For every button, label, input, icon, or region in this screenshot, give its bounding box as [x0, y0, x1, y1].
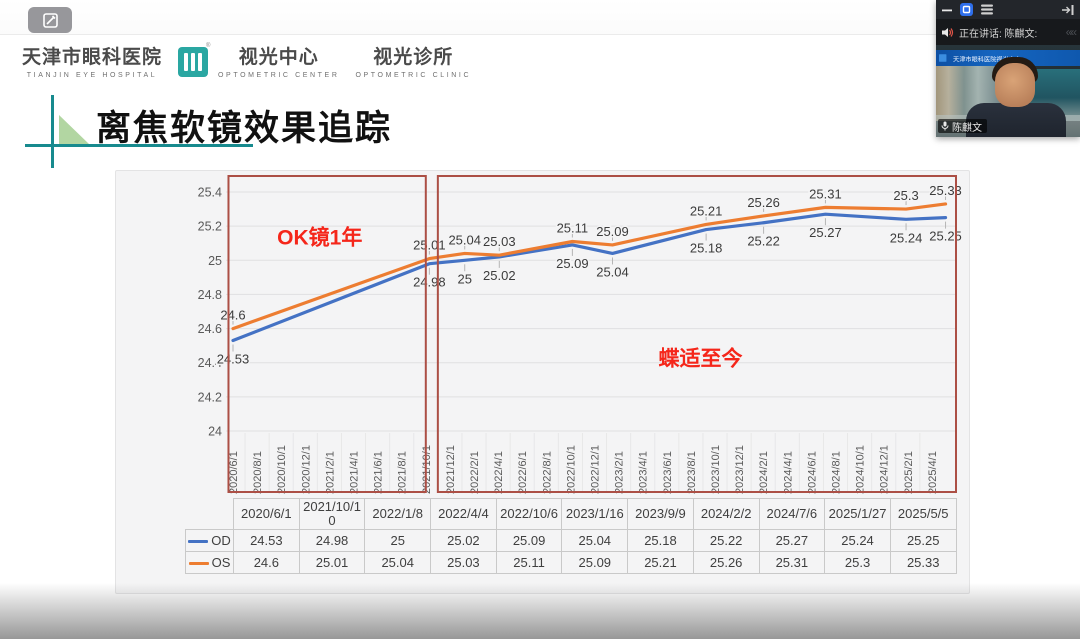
table-cell: 25.11: [495, 551, 563, 574]
slide-title: 离焦软镜效果追踪: [96, 109, 393, 148]
app-top-strip: [0, 0, 1080, 35]
table-cell: 25.27: [758, 529, 826, 552]
chart-data-table-grid: 2020/6/1 2021/10/10 2022/1/8 2022/4/4 2022/1…: [185, 498, 957, 574]
chevrons-icon: ««: [1065, 25, 1077, 39]
hospital-name-block: 天津市眼科医院 TIANJIN EYE HOSPITAL: [22, 47, 162, 79]
annotation-icon: [42, 12, 58, 28]
chart-data-table: 2020/6/1 2021/10/10 2022/1/8 2022/4/4 2022/1…: [185, 498, 957, 574]
table-corner-cell: [186, 499, 234, 530]
table-header-cell: 2023/1/16: [561, 498, 629, 530]
optometric-clinic-en: OPTOMETRIC CLINIC: [355, 72, 472, 79]
series-name-label: OS: [211, 554, 231, 570]
registered-trademark: ®: [206, 43, 211, 49]
minimize-icon: [942, 9, 952, 11]
table-header-cell: 2022/10/6: [495, 498, 563, 530]
annotation-button[interactable]: [28, 7, 72, 33]
table-cell: 25.04: [364, 551, 432, 574]
participant-video-tile[interactable]: 天津市眼科医院视光中心 陈麒文: [936, 45, 1080, 137]
hospital-logo-header: 天津市眼科医院 TIANJIN EYE HOSPITAL ® 视光中心 OPTO…: [22, 43, 487, 79]
title-decoration-triangle: [59, 115, 89, 144]
hospital-logo-icon: [178, 47, 209, 77]
collapse-panel-icon: [1062, 4, 1074, 15]
table-header-cell: 2024/7/6: [758, 498, 826, 530]
table-header-cell: 2023/9/9: [627, 498, 694, 530]
table-cell: 25.18: [627, 529, 694, 552]
table-cell: 25.22: [692, 529, 760, 552]
layout-icon: [960, 3, 973, 16]
table-cell: 25.04: [561, 529, 629, 552]
minimize-button[interactable]: [942, 5, 952, 15]
video-layout-button[interactable]: [960, 3, 973, 16]
mic-icon: [941, 121, 949, 131]
optometric-clinic-block: 视光诊所 OPTOMETRIC CLINIC: [355, 47, 471, 79]
participant-face: [995, 63, 1035, 107]
storefront-banner-text: 天津市眼科医院视光中心: [953, 55, 1022, 63]
legend-key-os: [188, 561, 209, 565]
table-row-label: OS: [185, 551, 234, 574]
series-name-label: OD: [211, 532, 231, 548]
speaking-status-label: 正在讲话: 陈麒文:: [959, 28, 1038, 40]
hospital-name-en: TIANJIN EYE HOSPITAL: [26, 72, 158, 79]
gallery-icon: [981, 4, 993, 15]
optometric-center-cn: 视光中心: [238, 47, 319, 68]
optometric-center-en: OPTOMETRIC CENTER: [218, 72, 340, 79]
table-row-label: OD: [185, 529, 234, 552]
table-cell: 24.6: [233, 551, 300, 574]
table-cell: 25.33: [889, 551, 957, 574]
legend-key-od: [188, 539, 209, 543]
table-cell: 25.09: [495, 529, 563, 552]
speaker-icon: [942, 27, 954, 37]
table-header-cell: 2025/1/27: [824, 498, 891, 530]
table-cell: 25.24: [824, 529, 891, 552]
table-cell: 25: [364, 529, 432, 552]
table-header-cell: 2020/6/1: [233, 498, 300, 530]
speaking-status-bar: 正在讲话: 陈麒文: ««: [936, 19, 1080, 45]
participant-name: 陈麒文: [952, 122, 982, 134]
table-header-cell: 2022/1/8: [364, 498, 432, 530]
table-header-cell: 2024/2/2: [692, 498, 760, 530]
table-cell: 25.09: [561, 551, 629, 574]
table-header-cell: 2022/4/4: [430, 498, 497, 530]
collapse-panel-button[interactable]: [1062, 4, 1074, 15]
table-header-cell: 2025/5/5: [889, 498, 957, 530]
table-cell: 25.26: [692, 551, 760, 574]
table-cell: 25.21: [627, 551, 694, 574]
table-cell: 24.98: [298, 529, 366, 552]
table-cell: 25.3: [824, 551, 891, 574]
table-cell: 24.53: [233, 529, 300, 552]
optometric-center-block: 视光中心 OPTOMETRIC CENTER: [218, 47, 339, 79]
participant-name-tag: 陈麒文: [938, 119, 987, 134]
table-header-cell: 2021/10/10: [298, 498, 366, 530]
title-decoration-vline: [51, 95, 54, 168]
gallery-view-button[interactable]: [981, 4, 993, 15]
meeting-panel-titlebar: [936, 0, 1080, 19]
table-cell: 25.25: [889, 529, 957, 552]
table-cell: 25.01: [298, 551, 366, 574]
optometric-clinic-cn: 视光诊所: [373, 47, 454, 68]
table-cell: 25.02: [430, 529, 497, 552]
meeting-video-panel: 正在讲话: 陈麒文: «« 天津市眼科医院视光中心 陈麒文: [936, 0, 1080, 137]
table-cell: 25.03: [430, 551, 497, 574]
title-decoration-underline: [25, 144, 253, 147]
table-cell: 25.31: [758, 551, 826, 574]
hospital-name-cn: 天津市眼科医院: [22, 47, 163, 68]
storefront-logo-icon: [939, 54, 947, 62]
